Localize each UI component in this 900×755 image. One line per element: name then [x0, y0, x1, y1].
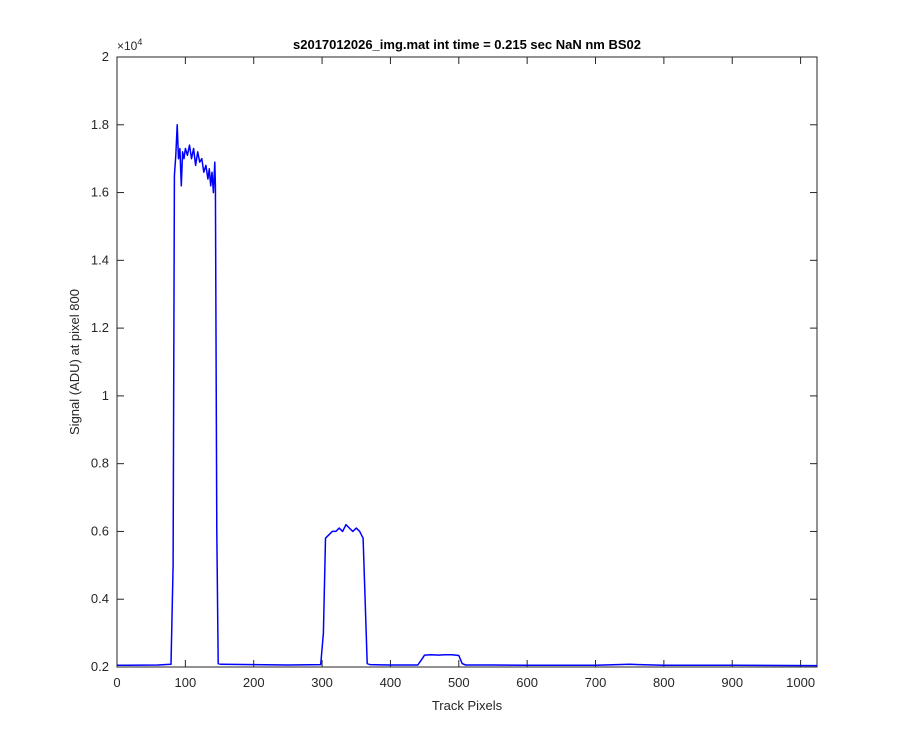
x-tick-label: 700 — [585, 675, 607, 690]
x-tick-label: 600 — [516, 675, 538, 690]
y-exponent-base: ×10 — [117, 39, 138, 53]
x-tick-label: 500 — [448, 675, 470, 690]
y-tick-label: 2 — [102, 49, 109, 64]
x-tick-label: 200 — [243, 675, 265, 690]
x-tick-label: 400 — [380, 675, 402, 690]
x-tick-label: 900 — [721, 675, 743, 690]
y-tick-label: 1 — [102, 388, 109, 403]
signal-line — [116, 124, 818, 667]
x-tick-label: 1000 — [786, 675, 815, 690]
y-exponent-power: 4 — [137, 37, 142, 47]
y-tick-label: 0.2 — [91, 659, 109, 674]
y-tick-label: 1.8 — [91, 117, 109, 132]
x-tick-label: 300 — [311, 675, 333, 690]
y-tick-label: 0.8 — [91, 456, 109, 471]
x-axis-label: Track Pixels — [432, 698, 503, 713]
x-tick-label: 800 — [653, 675, 675, 690]
y-axis-label: Signal (ADU) at pixel 800 — [67, 289, 82, 435]
y-tick-label: 0.6 — [91, 523, 109, 538]
x-tick-label: 100 — [175, 675, 197, 690]
chart-title: s2017012026_img.mat int time = 0.215 sec… — [293, 37, 641, 52]
plot-area — [116, 56, 818, 668]
x-tick-label: 0 — [113, 675, 120, 690]
y-tick-label: 0.4 — [91, 591, 109, 606]
y-tick-label: 1.6 — [91, 185, 109, 200]
y-tick-label: 1.2 — [91, 320, 109, 335]
y-tick-label: 1.4 — [91, 252, 109, 267]
y-exponent-label: ×104 — [117, 37, 142, 53]
